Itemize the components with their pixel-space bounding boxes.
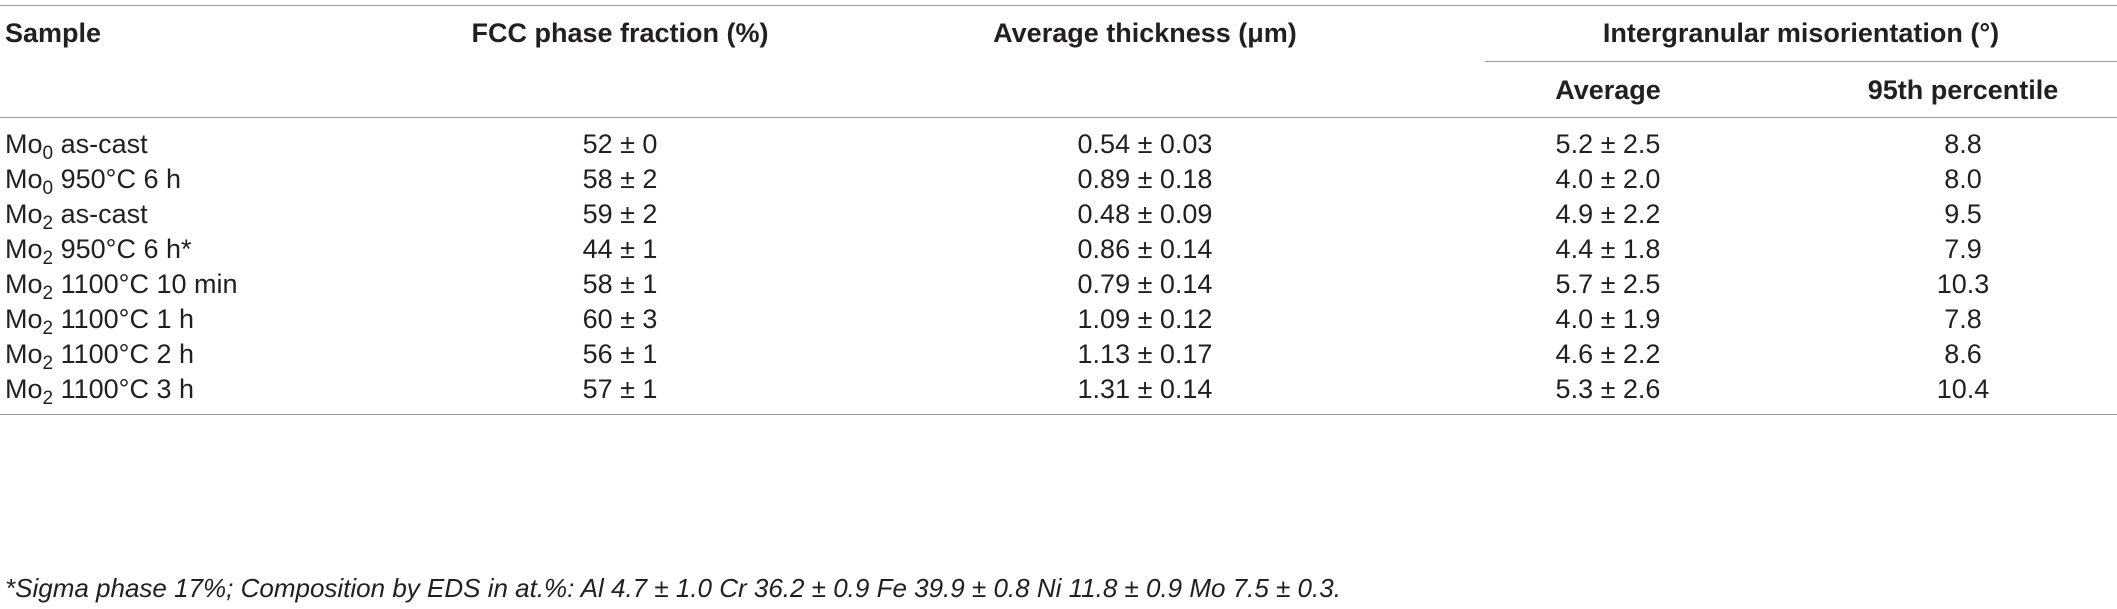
header-average: Average: [1555, 75, 1661, 105]
cell-misorientation-average: 4.0 ± 1.9: [1555, 304, 1661, 334]
group-rule: [1485, 61, 2117, 62]
header-fcc-phase-fraction: FCC phase fraction (%): [471, 18, 769, 48]
cell-misorientation-95th: 9.5: [1944, 199, 1982, 229]
sample-condition: 950°C 6 h: [53, 164, 181, 194]
header-bottom-rule: [0, 117, 2117, 118]
cell-fcc-phase-fraction: 58 ± 2: [582, 164, 658, 194]
sample-element: Mo: [5, 304, 43, 334]
cell-misorientation-average: 5.7 ± 2.5: [1555, 269, 1661, 299]
cell-fcc-phase-fraction: 58 ± 1: [582, 269, 658, 299]
cell-misorientation-average: 5.2 ± 2.5: [1555, 129, 1661, 159]
cell-fcc-phase-fraction: 44 ± 1: [582, 234, 658, 264]
cell-misorientation-95th: 8.6: [1944, 339, 1982, 369]
sample-element: Mo: [5, 129, 43, 159]
sample-condition: as-cast: [53, 129, 148, 159]
header-average-thickness: Average thickness (μm): [993, 18, 1297, 48]
sample-subscript: 0: [42, 143, 54, 164]
table-footnote: *Sigma phase 17%; Composition by EDS in …: [5, 573, 1341, 603]
cell-average-thickness: 1.09 ± 0.12: [1077, 304, 1213, 334]
cell-sample: Mo2 1100°C 10 min: [5, 268, 238, 303]
cell-fcc-phase-fraction: 52 ± 0: [582, 129, 658, 159]
cell-fcc-phase-fraction: 60 ± 3: [582, 304, 658, 334]
cell-fcc-phase-fraction: 59 ± 2: [582, 199, 658, 229]
sample-element: Mo: [5, 374, 43, 404]
sample-element: Mo: [5, 164, 43, 194]
sample-condition: 1100°C 10 min: [53, 269, 238, 299]
cell-fcc-phase-fraction: 57 ± 1: [582, 374, 658, 404]
sample-element: Mo: [5, 199, 43, 229]
cell-average-thickness: 1.31 ± 0.14: [1077, 374, 1213, 404]
cell-sample: Mo0 950°C 6 h: [5, 163, 181, 198]
cell-misorientation-95th: 10.3: [1936, 269, 1990, 299]
cell-average-thickness: 0.89 ± 0.18: [1077, 164, 1213, 194]
sample-subscript: 0: [42, 178, 54, 199]
cell-misorientation-95th: 7.8: [1944, 304, 1982, 334]
sample-condition: 1100°C 1 h: [53, 304, 194, 334]
cell-sample: Mo2 1100°C 3 h: [5, 373, 194, 408]
cell-average-thickness: 0.54 ± 0.03: [1077, 129, 1213, 159]
cell-misorientation-95th: 8.8: [1944, 129, 1982, 159]
sample-condition: 1100°C 3 h: [53, 374, 194, 404]
cell-sample: Mo2 950°C 6 h*: [5, 233, 192, 268]
cell-misorientation-95th: 8.0: [1944, 164, 1982, 194]
cell-misorientation-average: 4.6 ± 2.2: [1555, 339, 1661, 369]
header-sample: Sample: [5, 18, 102, 48]
cell-average-thickness: 1.13 ± 0.17: [1077, 339, 1213, 369]
cell-sample: Mo2 1100°C 1 h: [5, 303, 194, 338]
cell-average-thickness: 0.86 ± 0.14: [1077, 234, 1213, 264]
sample-condition: as-cast: [53, 199, 148, 229]
sample-subscript: 2: [42, 353, 54, 374]
cell-misorientation-average: 4.0 ± 2.0: [1555, 164, 1661, 194]
cell-misorientation-95th: 7.9: [1944, 234, 1982, 264]
cell-sample: Mo0 as-cast: [5, 128, 148, 163]
cell-misorientation-95th: 10.4: [1936, 374, 1990, 404]
sample-subscript: 2: [42, 213, 54, 234]
sample-element: Mo: [5, 339, 43, 369]
sample-element: Mo: [5, 269, 43, 299]
cell-average-thickness: 0.79 ± 0.14: [1077, 269, 1213, 299]
cell-fcc-phase-fraction: 56 ± 1: [582, 339, 658, 369]
table-bottom-rule: [0, 414, 2117, 415]
sample-subscript: 2: [42, 388, 54, 409]
sample-subscript: 2: [42, 283, 54, 304]
sample-subscript: 2: [42, 318, 54, 339]
sample-element: Mo: [5, 234, 43, 264]
top-rule: [0, 5, 2117, 6]
cell-misorientation-average: 4.4 ± 1.8: [1555, 234, 1661, 264]
sample-condition: 1100°C 2 h: [53, 339, 194, 369]
header-intergranular-misorientation: Intergranular misorientation (°): [1602, 18, 2000, 48]
cell-misorientation-average: 5.3 ± 2.6: [1555, 374, 1661, 404]
sample-subscript: 2: [42, 248, 54, 269]
cell-misorientation-average: 4.9 ± 2.2: [1555, 199, 1661, 229]
sample-condition: 950°C 6 h*: [53, 234, 192, 264]
header-95th-percentile: 95th percentile: [1867, 75, 2059, 105]
cell-average-thickness: 0.48 ± 0.09: [1077, 199, 1213, 229]
cell-sample: Mo2 as-cast: [5, 198, 148, 233]
cell-sample: Mo2 1100°C 2 h: [5, 338, 194, 373]
